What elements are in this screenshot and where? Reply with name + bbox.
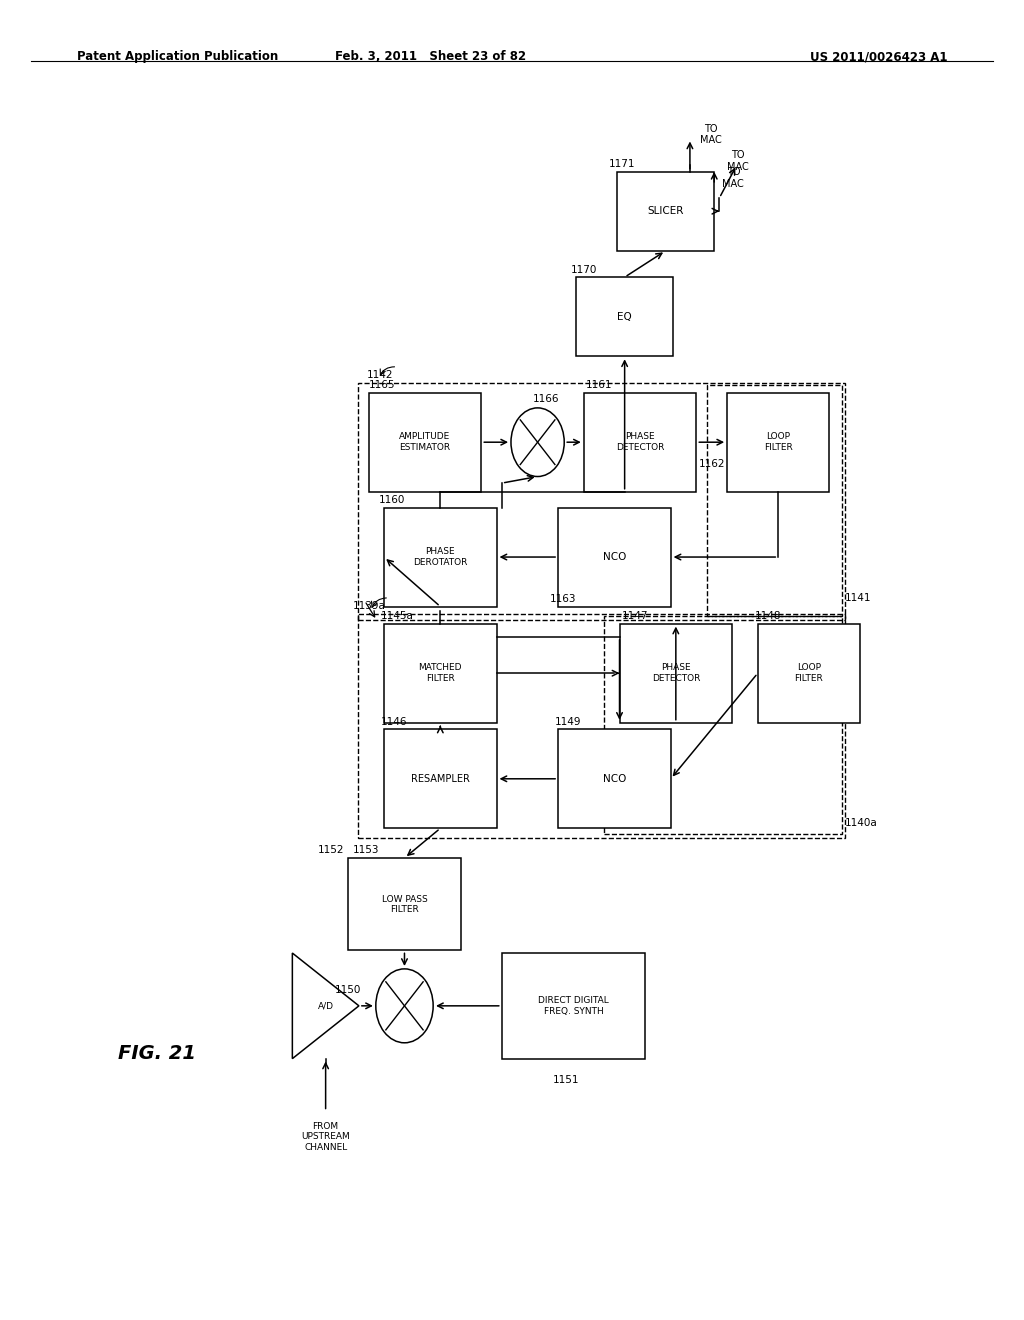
Text: SLICER: SLICER: [647, 206, 684, 216]
FancyBboxPatch shape: [584, 393, 696, 491]
FancyBboxPatch shape: [558, 508, 671, 607]
Text: 1163: 1163: [550, 594, 577, 605]
FancyBboxPatch shape: [348, 858, 461, 950]
FancyBboxPatch shape: [384, 624, 497, 722]
Text: TO
MAC: TO MAC: [723, 168, 744, 189]
Text: DIRECT DIGITAL
FREQ. SYNTH: DIRECT DIGITAL FREQ. SYNTH: [538, 997, 609, 1015]
Text: 1140a: 1140a: [845, 817, 878, 828]
Text: 1151: 1151: [553, 1074, 580, 1085]
Text: LOOP
FILTER: LOOP FILTER: [795, 664, 823, 682]
Text: 1166: 1166: [532, 393, 559, 404]
Text: 1170: 1170: [571, 264, 597, 275]
Text: TO
MAC: TO MAC: [700, 124, 722, 145]
FancyBboxPatch shape: [384, 508, 497, 607]
FancyBboxPatch shape: [369, 393, 481, 491]
Text: 1160: 1160: [379, 495, 406, 506]
Text: 1153: 1153: [353, 845, 380, 855]
Text: 1146: 1146: [381, 717, 408, 726]
Text: 1142: 1142: [367, 370, 393, 380]
Text: RESAMPLER: RESAMPLER: [411, 774, 470, 784]
FancyBboxPatch shape: [558, 729, 671, 829]
Text: 1165: 1165: [369, 380, 395, 391]
Text: 1149: 1149: [555, 717, 582, 726]
Text: NCO: NCO: [603, 774, 626, 784]
Text: EQ: EQ: [617, 312, 632, 322]
FancyBboxPatch shape: [758, 624, 860, 722]
FancyBboxPatch shape: [575, 277, 674, 356]
Text: 1152: 1152: [317, 845, 344, 855]
FancyBboxPatch shape: [620, 624, 732, 722]
FancyBboxPatch shape: [502, 953, 645, 1059]
Text: 1161: 1161: [586, 380, 612, 391]
Text: NCO: NCO: [603, 552, 626, 562]
Text: 1139a: 1139a: [353, 601, 386, 611]
Text: PHASE
DEROTATOR: PHASE DEROTATOR: [413, 548, 468, 566]
Text: Patent Application Publication: Patent Application Publication: [77, 50, 279, 63]
Text: LOW PASS
FILTER: LOW PASS FILTER: [382, 895, 427, 913]
Text: FROM
UPSTREAM
CHANNEL: FROM UPSTREAM CHANNEL: [301, 1122, 350, 1152]
Text: AMPLITUDE
ESTIMATOR: AMPLITUDE ESTIMATOR: [399, 433, 451, 451]
FancyBboxPatch shape: [727, 393, 829, 491]
Text: PHASE
DETECTOR: PHASE DETECTOR: [651, 664, 700, 682]
Text: 1150: 1150: [335, 985, 361, 995]
Text: MATCHED
FILTER: MATCHED FILTER: [419, 664, 462, 682]
Text: Feb. 3, 2011   Sheet 23 of 82: Feb. 3, 2011 Sheet 23 of 82: [335, 50, 525, 63]
Text: 1162: 1162: [698, 458, 725, 469]
Text: 1141: 1141: [845, 593, 871, 603]
Text: A/D: A/D: [317, 1002, 334, 1010]
Text: US 2011/0026423 A1: US 2011/0026423 A1: [810, 50, 947, 63]
Text: LOOP
FILTER: LOOP FILTER: [764, 433, 793, 451]
Text: PHASE
DETECTOR: PHASE DETECTOR: [615, 433, 665, 451]
Text: 1148: 1148: [755, 611, 781, 622]
FancyBboxPatch shape: [384, 729, 497, 829]
Text: 1145a: 1145a: [381, 611, 414, 622]
Text: FIG. 21: FIG. 21: [118, 1044, 196, 1063]
Text: TO
MAC: TO MAC: [727, 150, 749, 172]
FancyBboxPatch shape: [616, 172, 715, 251]
Text: 1147: 1147: [622, 611, 648, 622]
Text: 1171: 1171: [608, 158, 635, 169]
